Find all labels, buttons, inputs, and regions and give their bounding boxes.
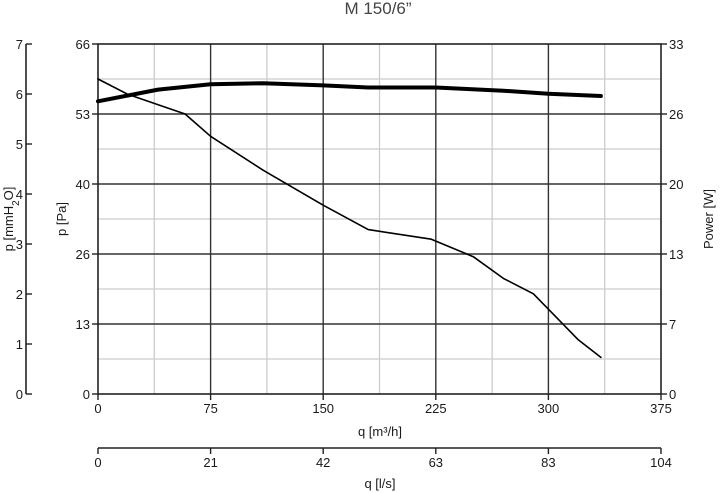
y2-tick-label: 13 [669, 247, 683, 262]
x-tick-label: 75 [203, 401, 217, 416]
x2-tick-label: 42 [316, 455, 330, 470]
x2-axis-title: q [l/s] [364, 476, 395, 491]
y-outer-tick-label: 5 [16, 137, 23, 152]
y2-axis-title: Power [W] [701, 189, 716, 249]
y-outer-tick-label: 6 [16, 87, 23, 102]
x2-tick-label: 21 [203, 455, 217, 470]
y2-tick-label: 0 [669, 387, 676, 402]
y-outer-tick-label: 2 [16, 287, 23, 302]
x2-tick-label: 0 [94, 455, 101, 470]
series-layer [96, 78, 603, 359]
y-outer-axis-title: p [mmH2O] [1, 187, 22, 252]
y-tick-label: 0 [83, 387, 90, 402]
chart-title: M 150/6” [344, 0, 411, 18]
y-outer-tick-label: 4 [16, 187, 23, 202]
y2-tick-label: 33 [669, 37, 683, 52]
y-outer-tick-label: 7 [16, 37, 23, 52]
minor-gridlines [98, 44, 661, 394]
y-tick-label: 66 [76, 37, 90, 52]
x-tick-label: 0 [94, 401, 101, 416]
plot-frame [97, 43, 662, 395]
y2-tick-label: 7 [669, 317, 676, 332]
major-gridlines [98, 44, 661, 394]
y-outer-tick-label: 0 [16, 387, 23, 402]
y-outer-tick-label: 3 [16, 237, 23, 252]
y-outer-tick-label: 1 [16, 337, 23, 352]
y-tick-label: 26 [76, 247, 90, 262]
y-axis-title: p [Pa] [54, 202, 69, 236]
axes [25, 43, 667, 454]
x2-tick-label: 63 [429, 455, 443, 470]
x-tick-label: 150 [312, 401, 334, 416]
x-tick-label: 375 [650, 401, 672, 416]
pressure-curve-line [97, 78, 602, 359]
y-tick-label: 13 [76, 317, 90, 332]
x-tick-label: 300 [538, 401, 560, 416]
y2-tick-label: 20 [669, 177, 683, 192]
x-axis-title: q [m³/h] [358, 424, 402, 439]
x-tick-label: 225 [425, 401, 447, 416]
power-curve-line [96, 81, 603, 104]
y-tick-label: 53 [76, 107, 90, 122]
y-tick-label: 40 [76, 177, 90, 192]
x2-tick-label: 104 [650, 455, 672, 470]
y2-tick-label: 26 [669, 107, 683, 122]
x2-tick-label: 83 [541, 455, 555, 470]
